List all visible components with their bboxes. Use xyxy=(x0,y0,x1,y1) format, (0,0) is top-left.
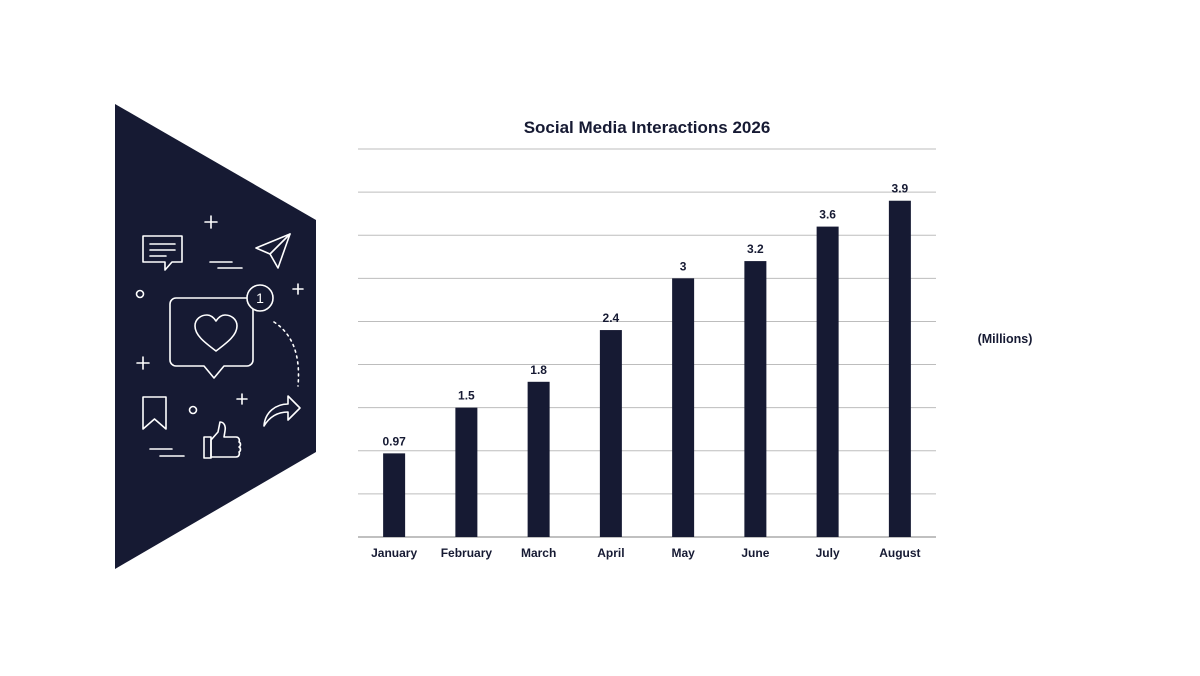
circle-icon xyxy=(188,405,198,415)
data-label-june: 3.2 xyxy=(747,242,764,256)
circle-icon xyxy=(135,289,145,299)
share-arrow-icon xyxy=(263,395,301,427)
bar-july xyxy=(816,226,839,537)
bookmark-icon xyxy=(142,396,167,430)
x-axis-ticks: January February March April May June July Augu… xyxy=(371,546,920,560)
data-label-april: 2.4 xyxy=(603,311,620,325)
data-label-january: 0.97 xyxy=(382,434,406,448)
unit-label: (Millions) xyxy=(978,332,1033,346)
bar-june xyxy=(744,261,767,537)
dotted-arc xyxy=(273,321,300,387)
data-label-july: 3.6 xyxy=(819,208,836,222)
bar-august xyxy=(888,200,911,537)
bars xyxy=(383,200,911,537)
plus-icon xyxy=(136,356,150,370)
trapezoid-background xyxy=(115,104,316,569)
data-label-may: 3 xyxy=(680,259,687,273)
data-label-february: 1.5 xyxy=(458,389,475,403)
data-label-august: 3.9 xyxy=(892,182,909,196)
bar-march xyxy=(527,381,550,537)
plus-icon xyxy=(292,283,304,295)
plus-icon xyxy=(204,215,218,229)
x-tick-february: February xyxy=(441,546,493,560)
heart-notification-icon xyxy=(169,284,274,379)
bar-january xyxy=(383,453,406,537)
social-icons-panel: 1 xyxy=(115,104,316,569)
value-labels: 0.97 1.5 1.8 2.4 3 3.2 3.6 3.9 xyxy=(382,182,908,449)
chart-title: Social Media Interactions 2026 xyxy=(524,118,771,137)
bar-february xyxy=(455,407,478,537)
chat-bubble-icon xyxy=(142,235,183,271)
bar-may xyxy=(672,278,695,537)
gridlines xyxy=(358,148,936,538)
x-tick-march: March xyxy=(521,546,556,560)
x-tick-july: July xyxy=(816,546,840,560)
notification-count: 1 xyxy=(256,290,264,306)
x-tick-august: August xyxy=(879,546,920,560)
dash-lines-icon xyxy=(149,448,185,457)
bar-april xyxy=(599,330,622,537)
x-tick-january: January xyxy=(371,546,417,560)
x-tick-june: June xyxy=(741,546,769,560)
x-tick-april: April xyxy=(597,546,624,560)
dash-lines-icon xyxy=(209,261,243,269)
send-icon xyxy=(255,233,291,269)
x-tick-may: May xyxy=(671,546,695,560)
plus-icon xyxy=(236,393,248,405)
thumbs-up-icon xyxy=(203,421,242,459)
data-label-march: 1.8 xyxy=(530,363,547,377)
